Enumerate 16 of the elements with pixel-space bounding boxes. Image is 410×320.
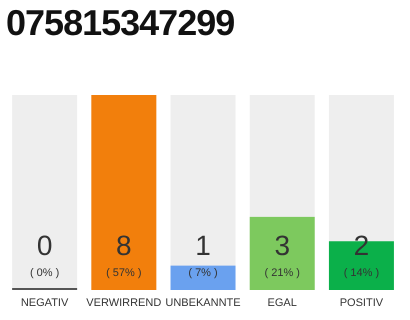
x-tick-label: NEGATIV (20, 296, 69, 309)
x-tick-label: UNBEKANNTE (165, 296, 241, 309)
annotation: ( 0% ) (30, 267, 60, 279)
annotation: ( 7% ) (188, 267, 218, 279)
data-label: 3 (274, 230, 290, 261)
annotation: ( 14% ) (344, 267, 380, 279)
annotation: ( 57% ) (106, 267, 142, 279)
x-tick-label: EGAL (268, 296, 297, 309)
annotation: ( 21% ) (264, 267, 300, 279)
data-label: 0 (36, 230, 52, 261)
bar (170, 266, 236, 290)
data-label: 1 (195, 230, 211, 261)
chart-title: 075815347299 (6, 2, 234, 44)
x-tick-label: POSITIV (340, 296, 384, 309)
data-label: 8 (116, 230, 132, 261)
x-tick-label: VERWIRREND (86, 296, 162, 309)
